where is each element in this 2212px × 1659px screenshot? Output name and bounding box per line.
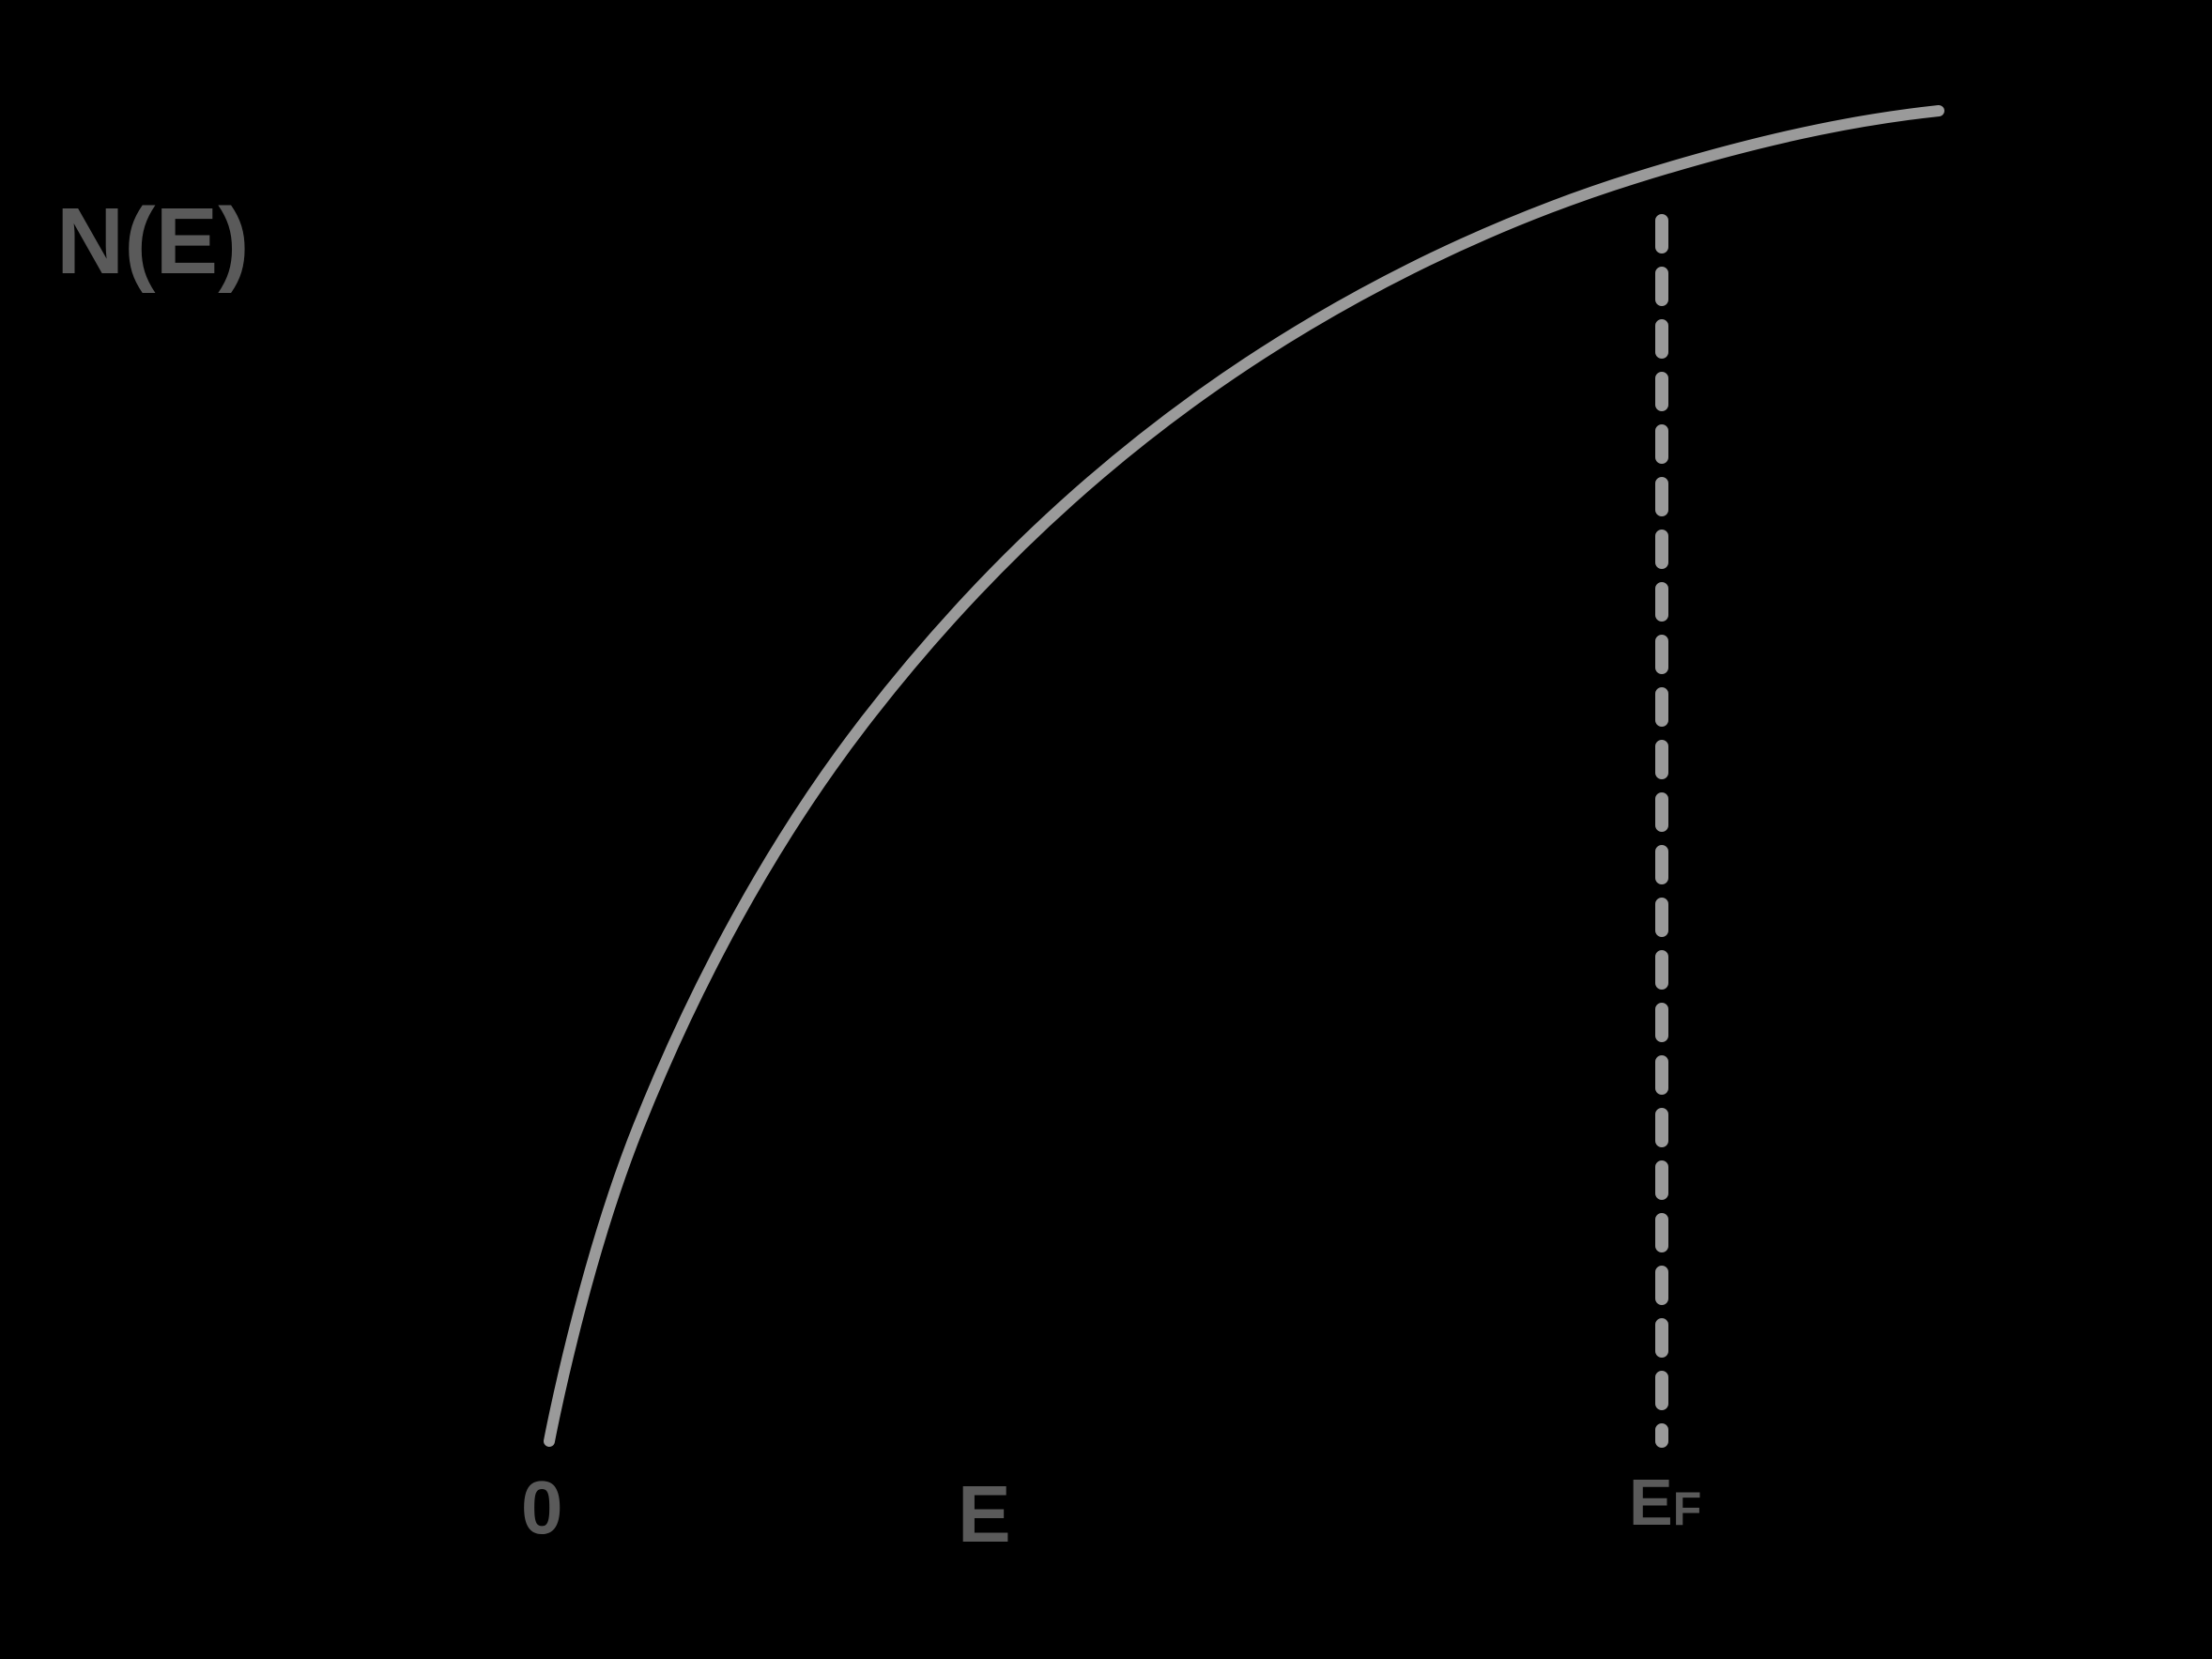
origin-label: 0: [521, 1465, 563, 1551]
ef-main: E: [1629, 1466, 1673, 1539]
x-axis-label: E: [958, 1469, 1011, 1561]
y-axis-label: N(E): [56, 188, 250, 296]
ef-label: EF: [1629, 1465, 1701, 1540]
chart-svg: [0, 0, 2212, 1659]
density-of-states-chart: N(E) E 0 EF: [0, 0, 2212, 1659]
dos-curve: [549, 111, 1939, 1441]
ef-subscript: F: [1673, 1482, 1702, 1535]
